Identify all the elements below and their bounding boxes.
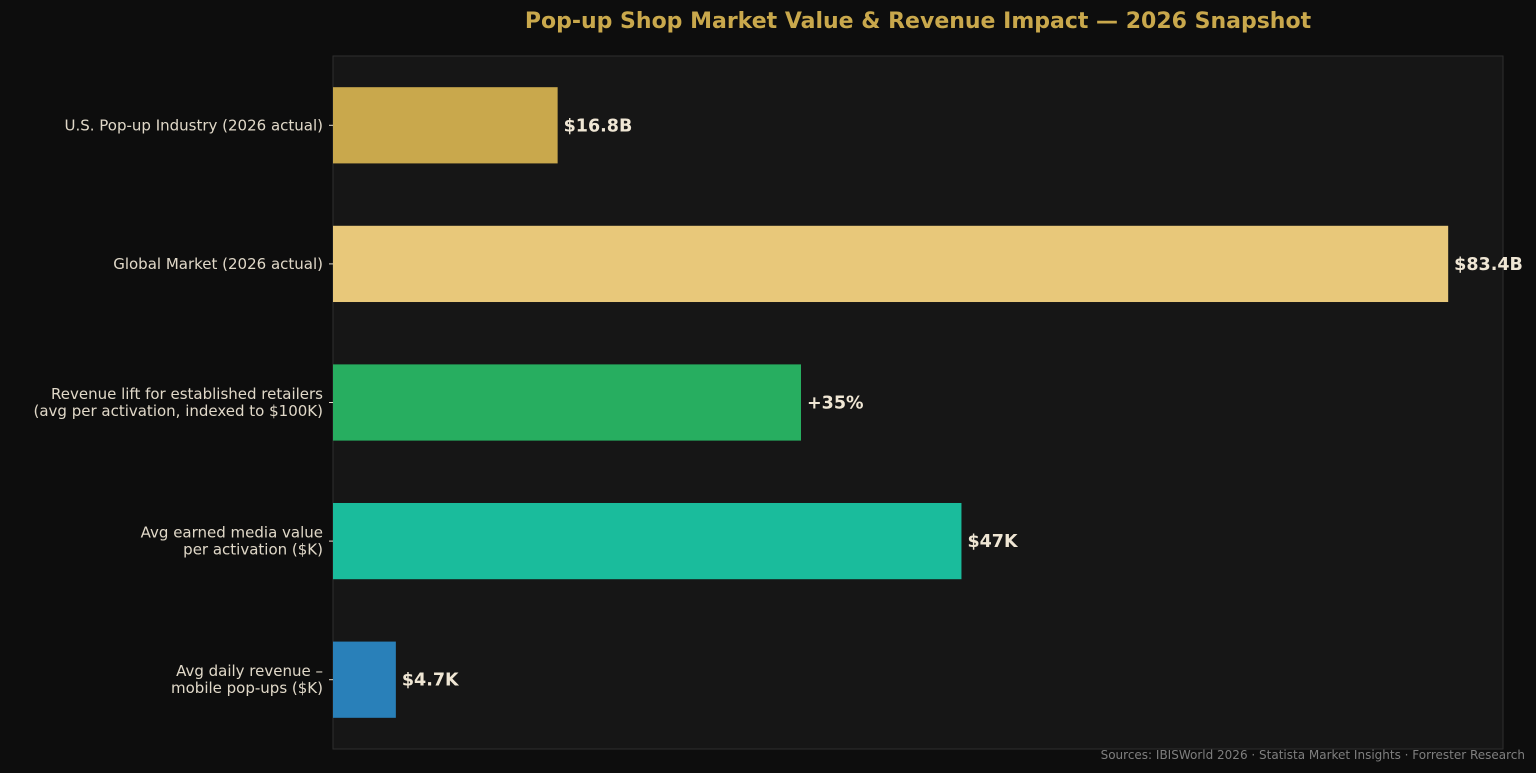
category-label-line: Avg earned media value (141, 524, 323, 542)
category-label-line: Avg daily revenue – (176, 662, 323, 680)
value-label-0: $16.8B (564, 116, 633, 136)
value-label-1: $83.4B (1454, 255, 1523, 275)
value-label-4: $4.7K (402, 671, 460, 691)
value-label-3: $47K (967, 532, 1019, 552)
bar-2 (333, 364, 801, 441)
category-label-line: mobile pop-ups ($K) (171, 679, 323, 697)
source-note: Sources: IBISWorld 2026 · Statista Marke… (1101, 748, 1525, 762)
category-label-2: Revenue lift for established retailers (a… (33, 385, 323, 420)
chart-title: Pop-up Shop Market Value & Revenue Impac… (525, 9, 1312, 34)
category-label-line: Global Market (2026 actual) (113, 255, 323, 273)
category-label-3: Avg earned media value per activation ($K… (141, 524, 323, 559)
bar-3 (333, 502, 962, 580)
category-label-line: Revenue lift for established retailers (51, 385, 323, 403)
bars-group: U.S. Pop-up Industry (2026 actual) $16.8B… (33, 87, 1523, 718)
value-label-2: +35% (807, 394, 864, 414)
category-label-line: per activation ($K) (183, 541, 323, 559)
category-label-line: U.S. Pop-up Industry (2026 actual) (64, 116, 323, 134)
bar-0 (333, 87, 558, 164)
bar-1 (333, 225, 1449, 303)
category-label-4: Avg daily revenue – mobile pop-ups ($K) (171, 662, 323, 697)
category-label-line: (avg per activation, indexed to $100K) (33, 402, 323, 420)
category-label-1: Global Market (2026 actual) (113, 255, 323, 273)
bar-4 (333, 641, 396, 718)
category-label-0: U.S. Pop-up Industry (2026 actual) (64, 116, 323, 134)
